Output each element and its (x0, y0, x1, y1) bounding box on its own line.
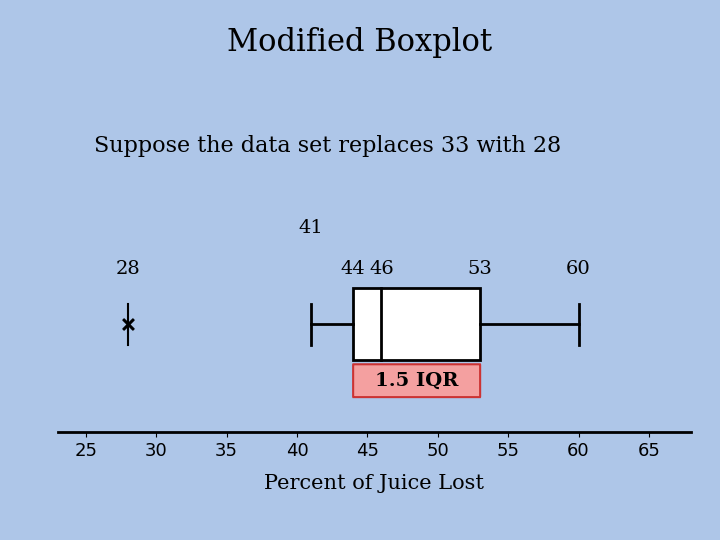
Text: 28: 28 (116, 260, 140, 278)
Text: 44: 44 (341, 260, 366, 278)
Text: 1.5 IQR: 1.5 IQR (375, 372, 459, 390)
Bar (354, 288, 480, 360)
X-axis label: Percent of Juice Lost: Percent of Juice Lost (264, 474, 485, 492)
Text: 41: 41 (299, 219, 323, 237)
Text: Modified Boxplot: Modified Boxplot (228, 27, 492, 58)
Text: Suppose the data set replaces 33 with 28: Suppose the data set replaces 33 with 28 (94, 135, 561, 157)
Text: 53: 53 (467, 260, 492, 278)
Text: 60: 60 (566, 260, 591, 278)
Text: 46: 46 (369, 260, 394, 278)
FancyBboxPatch shape (353, 364, 480, 397)
